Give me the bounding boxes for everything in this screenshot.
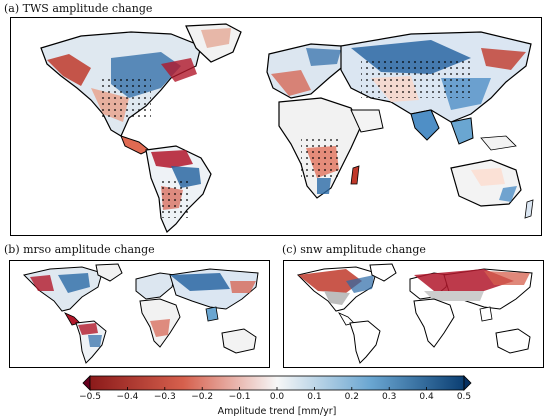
- colorbar-tick-label: 0.4: [419, 392, 434, 402]
- colorbar-ticks: [89, 387, 465, 390]
- panel-c-title: (c) snw amplitude change: [282, 243, 426, 256]
- colorbar-tick-label: 0.3: [382, 392, 397, 402]
- colorbar-tick-label: 0.2: [344, 392, 359, 402]
- colorbar-max-arrow: [463, 375, 472, 391]
- panel-b-map: [9, 260, 270, 368]
- panel-a-title: (a) TWS amplitude change: [4, 2, 153, 15]
- colorbar-tick-label: 0.1: [307, 392, 322, 402]
- panel-a-map: [10, 17, 542, 236]
- colorbar-label: Amplitude trend [mm/yr]: [217, 406, 337, 417]
- colorbar: −0.5 −0.4 −0.3 −0.2 −0.1 0.0 0.1 0.2 0.3 0.4 0.5 A…: [79, 375, 472, 417]
- world-map-tws: [40, 23, 534, 234]
- colorbar-tick-label: −0.4: [116, 392, 139, 402]
- colorbar-tick-label: −0.3: [153, 392, 176, 402]
- colorbar-tick-label: −0.1: [228, 392, 251, 402]
- panel-b-title: (b) mrso amplitude change: [4, 243, 155, 256]
- colorbar-gradient: [82, 375, 472, 391]
- colorbar-tick-label: −0.5: [79, 392, 101, 402]
- colorbar-min-arrow: [82, 375, 91, 391]
- colorbar-tick-label: 0.0: [269, 392, 285, 402]
- colorbar-tick-label: −0.2: [191, 392, 214, 402]
- panel-c-map: [283, 260, 544, 368]
- world-map-mrso: [23, 263, 259, 364]
- colorbar-tick-label: 0.5: [456, 392, 472, 402]
- world-map-snw: [297, 263, 533, 364]
